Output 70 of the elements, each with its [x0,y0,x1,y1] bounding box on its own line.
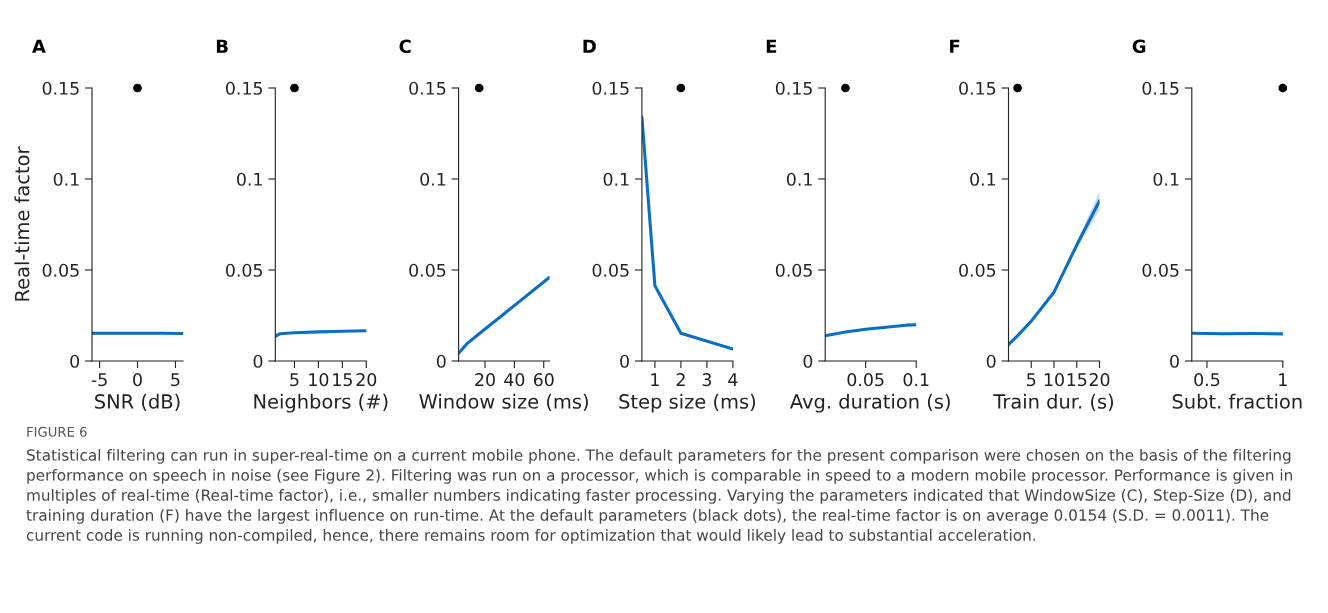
y-tick-label: 0.1 [603,172,629,186]
chart-title: B [216,39,228,53]
x-tick-label: 1 [1279,373,1287,386]
y-tick-label: 0 [253,354,263,368]
y-tick-label: 0 [1170,354,1179,368]
text: Statistical filtering can run in super-real-time on a current mobile phone. The default parameters for the present comparison were chosen on the basis of the filtering performance on speech in noise (see Figure 2). Filtering was run on a processor, which is comparable in speed to a modern mobile processor. Performance is given in multiples of real-time (Real-time factor), i.e., smaller numbers indicating faster processing. Varying the parameters indicated that WindowSize (C), Step-Size (D), and training duration (F) have the largest influence on run-time. At the default parameters (black dots), the real-time factor is on average 0.0154 (S.D. = 0.0011). The current code is running non-compiled, hence, there remains room for optimization that would likely lead to substantial acceleration. [26,449,1293,544]
x-axis-title: SNR (dB) [95,393,180,412]
line-series [641,115,733,351]
y-tick-label: 0.15 [42,81,79,95]
x-tick-label: 2 [676,373,685,386]
y-tick-label: 0.1 [53,172,79,186]
x-tick-label: 15 [333,373,352,387]
y-tick-label: 0.15 [775,81,812,95]
y-tick-label: 0.15 [959,81,996,95]
x-tick-label: 0.05 [847,373,884,387]
chart-title: F [950,39,960,53]
x-axis-title: Avg. duration (s) [790,393,950,413]
x-tick-label: 10 [1044,373,1064,387]
x-axis-title: Train dur. (s) [993,393,1114,412]
line-series [825,323,917,338]
x-tick-label: 60 [533,373,554,387]
y-tick-label: 0.05 [225,263,262,277]
y-tick-label: 0.15 [592,81,629,95]
chart-title: D [583,39,596,53]
x-tick-label: 20 [475,373,495,387]
x-tick-label: 4 [728,373,738,386]
x-tick-label: 5 [171,373,180,387]
x-tick-label: 0 [133,373,142,387]
y-tick-label: 0.1 [1153,172,1179,186]
chart-title: C [399,39,411,54]
y-tick-label: 0.1 [420,172,446,186]
line-series [458,275,550,355]
x-tick-label: 40 [504,373,525,387]
x-tick-label: -5 [91,373,107,387]
y-tick-label: 0 [803,354,813,368]
x-axis-title: Neighbors (#) [254,393,388,413]
y-tick-label: 0.05 [775,263,812,277]
x-axis-title: Step size (ms) [619,393,756,413]
x-tick-label: 5 [1027,373,1036,387]
y-tick-label: 0.05 [409,263,446,277]
y-axis-title: Real-time factor [14,146,30,301]
y-tick-label: 0 [986,354,996,368]
y-tick-label: 0.05 [592,263,629,277]
y-tick-label: 0.15 [1142,81,1179,95]
y-tick-label: 0.1 [970,172,996,186]
caption: FIGURE 6 [27,426,87,437]
y-tick-label: 0.1 [237,172,262,186]
chart-title: G [1132,39,1146,54]
x-tick-label: 5 [290,373,299,387]
chart-title: E [766,39,777,53]
x-axis-title: Window size (ms) [419,393,588,412]
x-tick-label: 20 [1089,373,1110,387]
x-axis-title: Subt. fraction [1172,393,1302,409]
x-tick-label: 0.1 [903,373,929,387]
x-tick-label: 3 [702,373,712,387]
y-tick-label: 0.05 [959,263,996,277]
x-tick-label: 20 [356,373,377,387]
x-tick-label: 1 [651,373,659,386]
chart-title: A [32,39,46,53]
x-tick-label: 0.5 [1194,373,1220,387]
x-tick-label: 10 [309,373,329,387]
x-tick-label: 15 [1067,373,1087,387]
y-tick-label: 0.05 [42,263,79,277]
y-tick-label: 0.15 [409,81,446,95]
y-tick-label: 0 [436,354,446,368]
y-tick-label: 0 [620,354,629,368]
y-tick-label: 0.05 [1142,263,1179,277]
y-tick-label: 0.1 [786,172,812,186]
y-tick-label: 0.15 [225,81,262,95]
y-tick-label: 0 [70,354,80,368]
